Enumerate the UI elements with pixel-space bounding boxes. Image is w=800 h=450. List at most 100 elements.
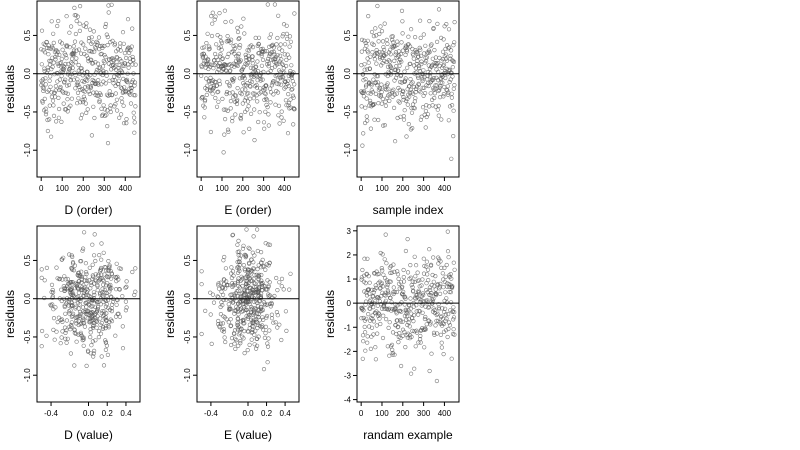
data-point	[91, 104, 96, 109]
y-tick-label: -1.0	[23, 368, 32, 382]
data-point	[262, 335, 268, 341]
data-point	[114, 54, 119, 60]
data-point	[278, 53, 283, 58]
data-point	[122, 63, 127, 68]
data-point	[109, 295, 114, 300]
data-point	[416, 290, 422, 295]
data-point	[287, 287, 292, 292]
data-point	[90, 61, 96, 66]
data-point	[264, 315, 269, 320]
data-point	[239, 91, 244, 97]
data-point	[449, 48, 454, 53]
data-point	[420, 302, 426, 307]
data-point	[220, 321, 225, 326]
data-point	[104, 92, 110, 97]
data-point	[374, 269, 379, 274]
data-point	[50, 55, 55, 60]
data-point	[268, 100, 273, 105]
data-point	[214, 104, 220, 109]
data-point	[224, 297, 229, 302]
data-point	[418, 35, 423, 41]
data-point	[203, 308, 208, 314]
data-point	[200, 54, 206, 59]
data-point	[124, 284, 129, 290]
data-point	[228, 292, 233, 297]
data-point	[281, 32, 286, 37]
data-point	[240, 318, 246, 324]
data-point	[236, 283, 241, 289]
data-point	[443, 46, 448, 52]
data-point	[70, 280, 75, 285]
data-point	[397, 331, 402, 336]
data-point	[132, 115, 137, 120]
data-point	[370, 294, 376, 299]
data-point	[392, 289, 397, 295]
data-point	[82, 324, 87, 329]
data-point	[91, 323, 96, 328]
data-point	[402, 108, 407, 113]
data-point	[447, 104, 453, 109]
data-point	[230, 90, 235, 95]
data-point	[114, 297, 120, 302]
data-point	[419, 114, 424, 119]
data-point	[98, 92, 103, 97]
data-point	[56, 115, 62, 120]
y-tick-label: -0.5	[183, 330, 192, 344]
data-point	[104, 293, 110, 299]
data-point	[80, 338, 85, 343]
data-point	[284, 57, 289, 63]
data-point	[281, 22, 287, 27]
data-point	[380, 284, 385, 289]
data-point	[448, 272, 453, 277]
x-tick-label: 300	[98, 184, 112, 193]
data-point	[362, 273, 367, 278]
data-point	[94, 70, 99, 75]
data-point	[417, 66, 422, 71]
data-point	[385, 284, 390, 290]
data-point	[419, 53, 424, 59]
data-point	[371, 42, 376, 48]
data-point	[271, 320, 276, 325]
data-point	[237, 45, 242, 50]
data-point	[75, 314, 80, 320]
data-point	[374, 47, 379, 53]
data-point	[271, 79, 276, 84]
data-point	[384, 87, 389, 92]
data-point	[391, 87, 396, 92]
y-tick-label: -1.0	[23, 143, 32, 157]
data-point	[60, 329, 65, 334]
data-point	[120, 294, 125, 299]
data-point	[224, 62, 229, 68]
data-point	[255, 59, 260, 64]
data-point	[99, 106, 104, 111]
data-point	[444, 22, 449, 27]
data-point	[222, 254, 227, 260]
data-point	[415, 73, 420, 79]
data-point	[53, 57, 58, 62]
data-point	[102, 287, 107, 293]
data-point	[287, 55, 292, 60]
data-point	[90, 262, 95, 267]
data-point	[87, 265, 92, 270]
data-point	[204, 40, 209, 46]
data-point	[401, 117, 407, 122]
data-point	[282, 52, 287, 57]
data-point	[445, 92, 451, 97]
data-point	[412, 329, 417, 334]
data-point	[269, 90, 274, 95]
data-point	[43, 82, 48, 87]
y-axis-title: residuals	[3, 65, 17, 113]
data-point	[84, 278, 90, 284]
data-point	[397, 63, 402, 68]
data-point	[420, 78, 425, 84]
data-point	[253, 281, 258, 286]
data-point	[236, 343, 241, 348]
data-point	[440, 56, 445, 62]
data-point	[95, 284, 100, 289]
data-point	[374, 285, 379, 291]
data-point	[269, 83, 275, 88]
data-point	[359, 62, 364, 68]
data-point	[418, 18, 423, 23]
data-point	[56, 95, 61, 100]
